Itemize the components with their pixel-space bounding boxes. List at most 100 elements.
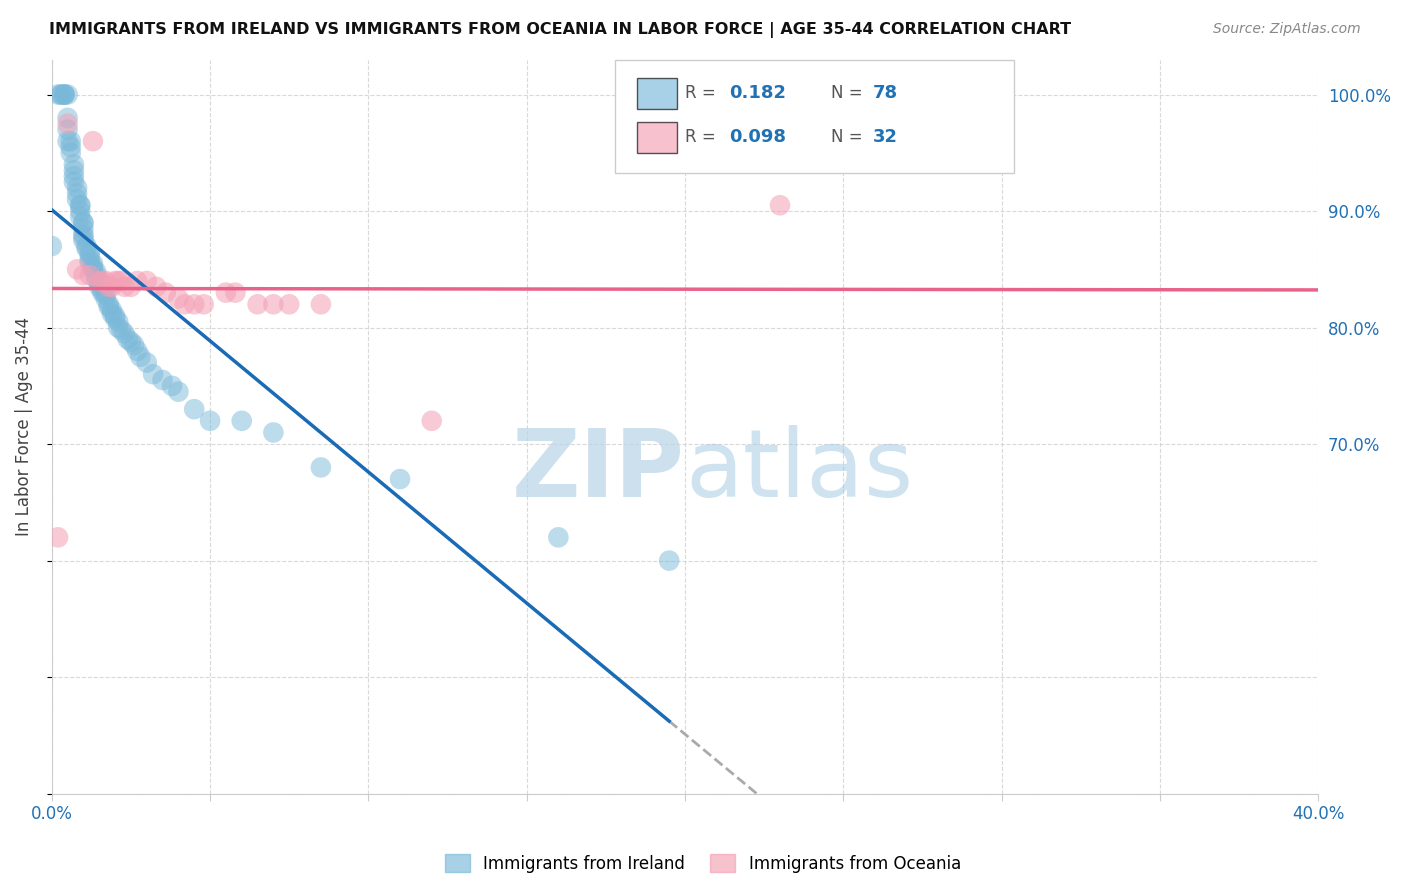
Text: N =: N = <box>831 128 868 146</box>
Point <box>89 277 111 291</box>
Text: R =: R = <box>685 128 721 146</box>
Point <box>91 283 114 297</box>
Point <box>278 297 301 311</box>
Point <box>82 134 104 148</box>
Point <box>160 379 183 393</box>
Point <box>79 252 101 267</box>
Point <box>66 186 89 201</box>
Point <box>72 216 94 230</box>
Point <box>262 425 284 440</box>
Point <box>94 274 117 288</box>
Point <box>104 274 127 288</box>
Point <box>82 260 104 274</box>
Point <box>167 384 190 399</box>
Point <box>82 262 104 277</box>
Point <box>72 227 94 242</box>
Text: N =: N = <box>831 85 868 103</box>
Point <box>69 204 91 219</box>
Point <box>215 285 238 300</box>
FancyBboxPatch shape <box>637 78 678 109</box>
Point <box>79 268 101 282</box>
Point <box>120 334 142 349</box>
Point <box>97 280 120 294</box>
Text: R =: R = <box>685 85 721 103</box>
Point <box>56 111 79 125</box>
Point <box>198 414 221 428</box>
Point <box>107 320 129 334</box>
Point <box>309 460 332 475</box>
Point <box>309 297 332 311</box>
Point <box>101 307 124 321</box>
Text: atlas: atlas <box>685 425 914 516</box>
Point <box>246 297 269 311</box>
Point <box>127 274 149 288</box>
Text: 0.182: 0.182 <box>730 85 786 103</box>
Point <box>183 402 205 417</box>
Point <box>41 239 63 253</box>
Text: 0.098: 0.098 <box>730 128 786 146</box>
Point <box>51 87 73 102</box>
Point <box>84 271 107 285</box>
Point <box>91 274 114 288</box>
Point <box>420 414 443 428</box>
Point <box>76 241 98 255</box>
Point <box>117 332 139 346</box>
Point <box>120 280 142 294</box>
Point <box>97 300 120 314</box>
Point <box>82 256 104 270</box>
Point <box>56 122 79 136</box>
Point <box>110 274 132 288</box>
Point <box>59 145 82 160</box>
Y-axis label: In Labor Force | Age 35-44: In Labor Force | Age 35-44 <box>15 317 32 536</box>
Point <box>66 181 89 195</box>
Point <box>72 233 94 247</box>
Point <box>79 248 101 262</box>
Point <box>142 368 165 382</box>
Point <box>66 193 89 207</box>
Point <box>56 87 79 102</box>
Point <box>59 134 82 148</box>
Point <box>51 87 73 102</box>
Text: ZIP: ZIP <box>512 425 685 516</box>
Point <box>107 315 129 329</box>
Point <box>53 87 76 102</box>
Point <box>183 297 205 311</box>
Point <box>135 355 157 369</box>
Point <box>63 175 86 189</box>
Point <box>224 285 246 300</box>
FancyBboxPatch shape <box>616 60 1014 173</box>
Point <box>167 292 190 306</box>
Point <box>769 198 792 212</box>
Text: Source: ZipAtlas.com: Source: ZipAtlas.com <box>1213 22 1361 37</box>
Point <box>46 87 69 102</box>
Point <box>46 530 69 544</box>
Point <box>63 163 86 178</box>
Point <box>72 229 94 244</box>
Point <box>127 343 149 358</box>
Point <box>59 140 82 154</box>
Point <box>56 134 79 148</box>
Point <box>63 157 86 171</box>
Point <box>173 297 195 311</box>
Point <box>94 292 117 306</box>
FancyBboxPatch shape <box>637 122 678 153</box>
Point <box>84 265 107 279</box>
Point <box>66 262 89 277</box>
Point <box>69 198 91 212</box>
Point <box>91 285 114 300</box>
Point <box>56 117 79 131</box>
Point <box>107 274 129 288</box>
Point <box>104 309 127 323</box>
Text: 32: 32 <box>873 128 897 146</box>
Point <box>114 280 136 294</box>
Point <box>231 414 253 428</box>
Text: IMMIGRANTS FROM IRELAND VS IMMIGRANTS FROM OCEANIA IN LABOR FORCE | AGE 35-44 CO: IMMIGRANTS FROM IRELAND VS IMMIGRANTS FR… <box>49 22 1071 38</box>
Point <box>79 255 101 269</box>
Point <box>101 303 124 318</box>
Point <box>53 87 76 102</box>
Point <box>69 198 91 212</box>
Point <box>135 274 157 288</box>
Point <box>155 285 177 300</box>
Point <box>262 297 284 311</box>
Point <box>79 244 101 259</box>
